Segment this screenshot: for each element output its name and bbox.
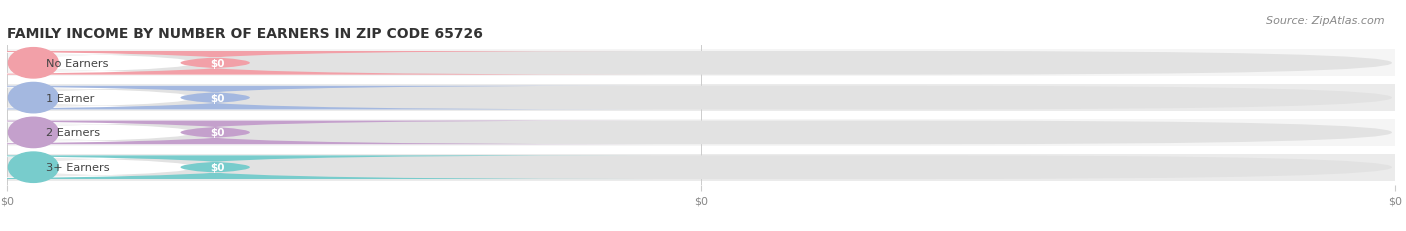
FancyBboxPatch shape (0, 86, 481, 110)
Text: 3+ Earners: 3+ Earners (46, 162, 110, 173)
FancyBboxPatch shape (7, 119, 1395, 146)
FancyBboxPatch shape (8, 86, 1392, 110)
Ellipse shape (8, 49, 59, 79)
Text: FAMILY INCOME BY NUMBER OF EARNERS IN ZIP CODE 65726: FAMILY INCOME BY NUMBER OF EARNERS IN ZI… (7, 27, 482, 41)
Text: $0: $0 (211, 162, 225, 173)
FancyBboxPatch shape (0, 156, 481, 179)
Text: 2 Earners: 2 Earners (46, 128, 100, 138)
FancyBboxPatch shape (8, 52, 1392, 75)
FancyBboxPatch shape (0, 52, 652, 75)
FancyBboxPatch shape (0, 121, 652, 145)
Text: $0: $0 (211, 93, 225, 103)
Text: No Earners: No Earners (46, 58, 108, 69)
FancyBboxPatch shape (7, 154, 1395, 181)
Text: $0: $0 (211, 58, 225, 69)
FancyBboxPatch shape (7, 85, 1395, 112)
FancyBboxPatch shape (7, 50, 1395, 77)
Text: 1 Earner: 1 Earner (46, 93, 94, 103)
FancyBboxPatch shape (0, 52, 481, 75)
Ellipse shape (8, 83, 59, 113)
FancyBboxPatch shape (0, 121, 481, 145)
Text: $0: $0 (211, 128, 225, 138)
Text: Source: ZipAtlas.com: Source: ZipAtlas.com (1267, 16, 1385, 26)
FancyBboxPatch shape (0, 156, 652, 179)
Ellipse shape (8, 152, 59, 182)
FancyBboxPatch shape (0, 86, 652, 110)
FancyBboxPatch shape (8, 121, 1392, 145)
FancyBboxPatch shape (8, 156, 1392, 179)
Ellipse shape (8, 118, 59, 148)
